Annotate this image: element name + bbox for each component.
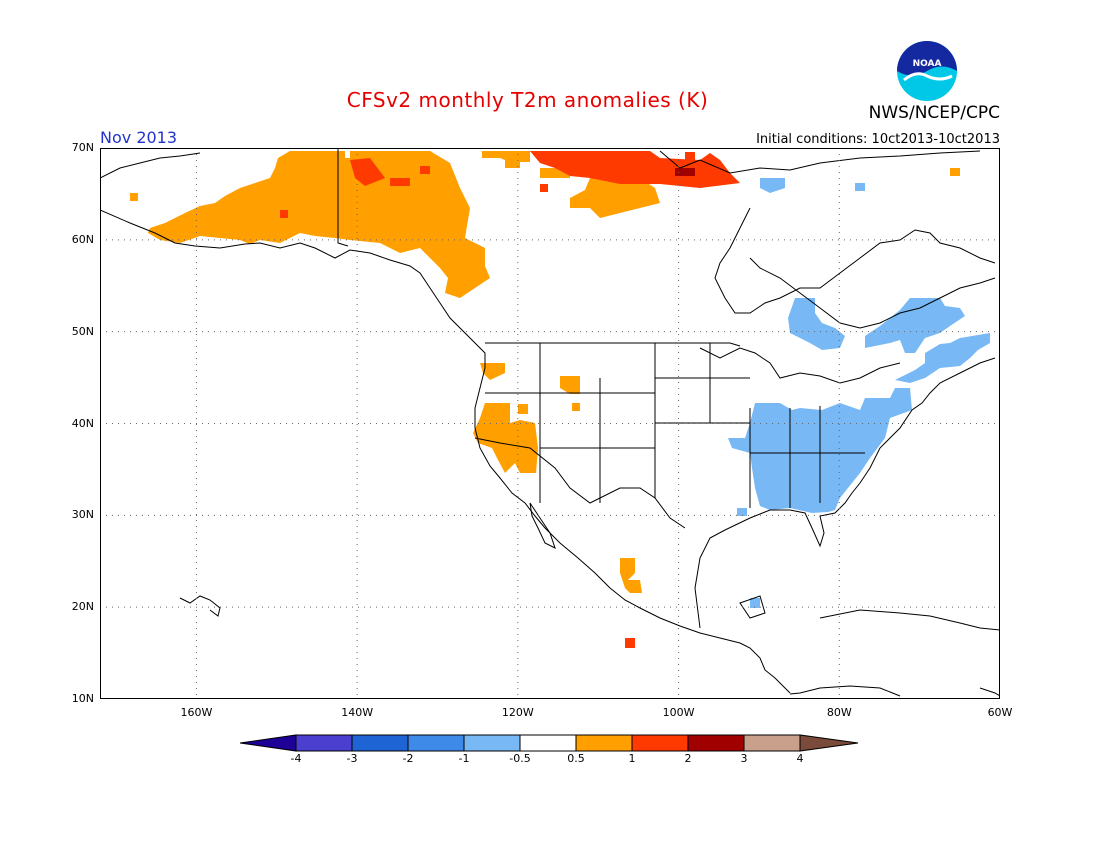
borders: [337, 148, 865, 529]
colorbar-swatch: [687, 734, 745, 752]
colorbar-tick-label: -4: [290, 752, 302, 765]
graticule: [100, 148, 1000, 699]
warm-region-alaska: [130, 151, 960, 380]
lat-tick-label: 70N: [71, 141, 94, 154]
colorbar-tick-label: -0.5: [509, 752, 531, 765]
colorbar-tick-label: 1: [628, 752, 636, 765]
colorbar-swatch: [463, 734, 521, 752]
colorbar-swatch: [575, 734, 633, 752]
lon-tick-label: 60W: [987, 706, 1013, 719]
colorbar: [240, 734, 859, 752]
colorbar-tick-label: 2: [684, 752, 692, 765]
colorbar-swatch: [351, 734, 409, 752]
colorbar-tick-label: -1: [458, 752, 470, 765]
colorbar-swatch: [631, 734, 689, 752]
lon-tick-label: 100W: [662, 706, 695, 719]
lon-tick-label: 140W: [341, 706, 374, 719]
lat-tick-label: 10N: [71, 692, 94, 705]
colorbar-swatch: [743, 734, 801, 752]
lat-tick-label: 30N: [71, 508, 94, 522]
colorbar-tick-label: -3: [346, 752, 358, 765]
lat-tick-label: 50N: [71, 324, 94, 338]
anomaly-map: [100, 148, 1000, 699]
forecast-period: Nov 2013: [100, 128, 178, 147]
lat-tick-label: 20N: [71, 600, 94, 614]
lon-tick-label: 80W: [826, 706, 852, 719]
lon-tick-label: 160W: [180, 706, 213, 719]
initial-conditions: Initial conditions: 10ct2013-10ct2013: [756, 132, 1000, 147]
anomaly-shading: [130, 151, 990, 648]
colorbar-swatch: [295, 734, 353, 752]
map-frame: [100, 148, 1000, 699]
org-label: NWS/NCEP/CPC: [868, 103, 1000, 123]
warm-region-mexico: [620, 558, 642, 593]
colorbar-tick-label: -2: [402, 752, 414, 765]
colorbar-tick-label: 4: [796, 752, 804, 765]
svg-text:NOAA: NOAA: [913, 59, 942, 69]
colorbar-swatch: [519, 734, 577, 752]
map-title: CFSv2 monthly T2m anomalies (K): [346, 88, 709, 112]
warm-region-california: [473, 376, 580, 473]
colorbar-tick-label: 3: [740, 752, 748, 765]
colorbar-swatch: [407, 734, 465, 752]
colorbar-min-arrow: [240, 734, 297, 752]
lat-tick-label: 60N: [71, 232, 94, 246]
lon-tick-label: 120W: [501, 706, 534, 719]
warm-region-arctic-coast: [280, 151, 740, 648]
noaa-logo: NOAA: [897, 41, 957, 101]
coastlines: [100, 150, 1000, 697]
hot-spot-arctic: [675, 168, 695, 176]
cool-region-quebec: [760, 178, 965, 353]
lat-tick-label: 40N: [71, 416, 94, 430]
colorbar-max-arrow: [799, 734, 859, 752]
cool-region-eastern-us: [728, 333, 990, 608]
colorbar-tick-label: 0.5: [567, 752, 585, 765]
